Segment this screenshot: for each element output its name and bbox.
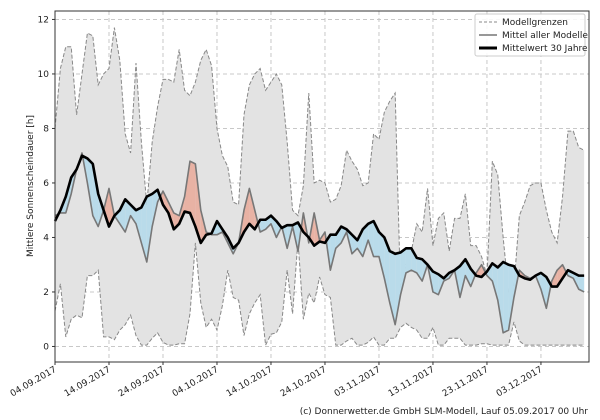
y-tick-label: 12 (38, 15, 49, 25)
above-normal-fill (249, 188, 255, 230)
below-normal-fill (395, 252, 401, 325)
y-ticks: 0 2 4 6 8 10 12 (38, 15, 55, 352)
y-axis-label: Mittlere Sonnenscheindauer [h] (26, 115, 36, 257)
below-normal-fill (497, 261, 504, 333)
y-tick-label: 0 (43, 342, 49, 352)
below-normal-fill (260, 219, 266, 233)
below-normal-fill (508, 264, 514, 331)
above-normal-fill (162, 191, 169, 213)
y-tick-label: 10 (38, 70, 50, 80)
model-range-area (55, 27, 585, 346)
below-normal-fill (335, 226, 342, 249)
below-normal-fill (432, 271, 439, 295)
legend: Modellgrenzen Mittel aller Modelle Mitte… (474, 13, 588, 57)
series-lines (53, 152, 585, 334)
x-tick-label: 24.10.2017 (279, 365, 329, 399)
below-normal-fill (119, 199, 126, 233)
x-tick-label: 14.10.2017 (225, 365, 275, 399)
x-tick-label: 13.11.2017 (387, 365, 437, 399)
legend-label-model-mean: Mittel aller Modelle (502, 31, 588, 41)
above-normal-fill (103, 188, 109, 227)
y-tick-label: 2 (43, 288, 49, 298)
footer-credit: (c) Donnerwetter.de GmbH SLM-Modell, Lau… (300, 407, 589, 417)
x-ticks: 04.09.2017 14.09.2017 24.09.2017 04.10.2017… (9, 362, 545, 399)
below-normal-fill (87, 158, 93, 216)
below-normal-fill (503, 261, 509, 333)
y-tick-label: 6 (43, 179, 49, 189)
x-tick-label: 04.10.2017 (171, 365, 221, 399)
above-normal-fill (195, 163, 201, 243)
below-normal-fill (330, 234, 336, 271)
below-normal-fill (384, 237, 390, 303)
y-tick-label: 8 (43, 124, 49, 134)
above-normal-fill (557, 264, 563, 287)
below-normal-fill (146, 193, 153, 262)
upper-bound-line (54, 27, 585, 294)
model-mean-line (54, 152, 585, 334)
below-normal-fill (400, 248, 406, 295)
legend-label-clim-mean: Mittelwert 30 Jahre (502, 44, 588, 54)
below-normal-fill (92, 163, 99, 227)
above-normal-fill (243, 188, 250, 233)
below-normal-fill (405, 248, 412, 273)
above-normal-fill (189, 161, 196, 227)
below-normal-fill (416, 257, 423, 282)
below-normal-fill (378, 232, 385, 279)
legend-label-range: Modellgrenzen (502, 18, 568, 28)
y-tick-label: 4 (43, 233, 49, 243)
climate-mean-line (53, 154, 585, 288)
x-tick-label: 14.09.2017 (63, 365, 113, 399)
below-normal-fill (465, 259, 471, 287)
legend-box (474, 13, 586, 57)
below-normal-fill (135, 207, 142, 243)
below-normal-fill (125, 199, 131, 233)
below-normal-fill (411, 248, 417, 273)
below-normal-fill (459, 259, 466, 298)
below-normal-fill (578, 275, 585, 292)
x-tick-label: 03.11.2017 (333, 365, 383, 399)
below-normal-fill (368, 221, 374, 257)
x-tick-label: 24.09.2017 (117, 365, 167, 399)
below-normal-fill (362, 223, 369, 257)
lower-bound-line (54, 240, 585, 347)
below-normal-fill (492, 263, 498, 301)
x-tick-label: 23.11.2017 (441, 365, 491, 399)
x-tick-label: 04.09.2017 (9, 365, 59, 399)
below-normal-fill (540, 272, 547, 309)
model-range-band (54, 27, 585, 347)
plot-frame (54, 10, 590, 363)
x-tick-label: 03.12.2017 (495, 365, 545, 399)
